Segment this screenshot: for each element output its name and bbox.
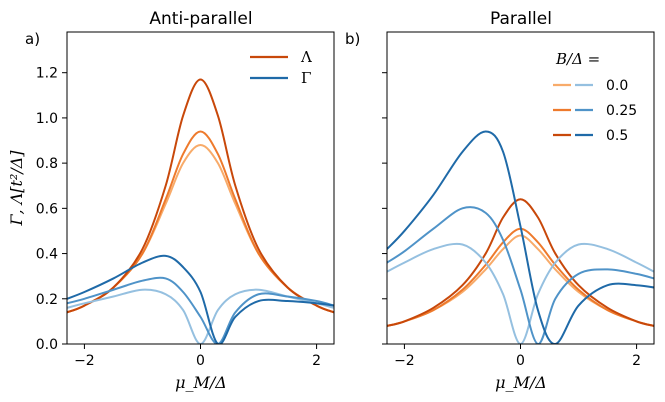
plot-area-a xyxy=(67,78,334,344)
x-axis-label-a: μ_M/Δ xyxy=(175,373,227,392)
panel-parallel: b) Parallel −2 0 2 μ_M/Δ B/Δ = 0.0 0.25 0.… xyxy=(345,9,655,392)
y-tick-label-0: 0.0 xyxy=(36,337,58,353)
x-tick-label-a-0: −2 xyxy=(74,353,95,369)
x-axis-label-b: μ_M/Δ xyxy=(495,373,547,392)
legend-b-entry-1: 0.25 xyxy=(553,103,637,119)
panel-b-tag: b) xyxy=(345,30,360,48)
series-line-b-5 xyxy=(387,130,654,344)
plot-area-b xyxy=(387,130,654,344)
panel-a-title: Anti-parallel xyxy=(149,9,252,29)
series-line-a-2 xyxy=(67,78,334,314)
legend-b: B/Δ = 0.0 0.25 0.5 xyxy=(553,50,637,144)
y-axis-label: Γ, Λ[t²/Δ] xyxy=(7,150,26,227)
y-tick-label-4: 0.8 xyxy=(36,156,58,172)
y-tick-label-6: 1.2 xyxy=(36,66,58,82)
legend-gamma-label: Γ xyxy=(301,69,311,87)
legend-b-entry-0: 0.0 xyxy=(553,78,628,94)
legend-a: Λ Γ xyxy=(250,48,312,87)
series-line-b-4 xyxy=(387,206,654,344)
ticks-a: −2 0 2 0.0 0.2 0.4 0.6 0.8 1.0 1.2 xyxy=(36,66,321,369)
x-tick-label-b-1: 0 xyxy=(516,353,525,369)
series-line-a-0 xyxy=(67,144,334,314)
panel-a-tag: a) xyxy=(25,30,40,48)
series-line-b-3 xyxy=(387,242,654,344)
legend-b-label-1: 0.25 xyxy=(606,103,637,119)
legend-b-entry-2: 0.5 xyxy=(553,128,628,144)
ticks-b: −2 0 2 xyxy=(382,72,641,369)
panel-anti-parallel: a) Anti-parallel −2 0 2 0.0 0.2 0.4 0.6 0.8 1.0 1… xyxy=(7,9,335,392)
x-tick-label-a-1: 0 xyxy=(196,353,205,369)
x-tick-label-b-2: 2 xyxy=(632,353,641,369)
series-line-a-5 xyxy=(67,254,334,344)
legend-b-label-2: 0.5 xyxy=(606,128,628,144)
panel-b-title: Parallel xyxy=(490,9,552,29)
y-tick-label-2: 0.4 xyxy=(36,247,58,263)
series-line-a-4 xyxy=(67,276,334,344)
legend-b-label-0: 0.0 xyxy=(606,78,628,94)
x-tick-label-b-0: −2 xyxy=(394,353,415,369)
legend-b-title: B/Δ = xyxy=(555,50,600,68)
y-tick-label-1: 0.2 xyxy=(36,292,58,308)
series-line-a-1 xyxy=(67,130,334,314)
x-tick-label-a-2: 2 xyxy=(312,353,321,369)
series-line-b-2 xyxy=(387,198,654,327)
legend-lambda-label: Λ xyxy=(300,48,312,66)
y-tick-label-3: 0.6 xyxy=(36,201,58,217)
y-tick-label-5: 1.0 xyxy=(36,111,58,127)
